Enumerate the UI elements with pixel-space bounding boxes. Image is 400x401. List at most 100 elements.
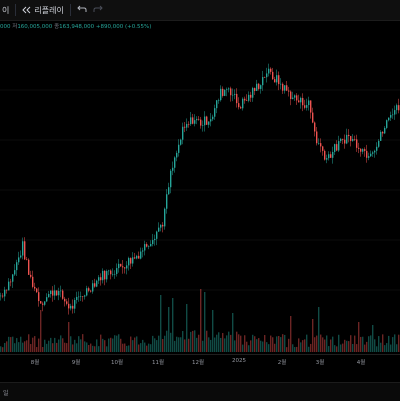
candle-body [270,68,272,72]
bottom-bar: 일 [0,382,400,401]
candle-body [54,290,56,296]
candle-body [292,97,294,99]
candle-body [350,136,352,141]
candle-body [40,301,42,304]
volume-bar [306,334,308,352]
footer-label[interactable]: 일 [3,390,9,397]
volume-bar [42,347,44,352]
candle-body [160,224,162,228]
undo-arrow-icon [77,5,87,12]
candle-body [108,270,110,272]
volume-bar [108,338,110,352]
candle-body [344,139,346,144]
volume-bar [172,298,174,352]
volume-bar [104,340,106,352]
candle-body [82,296,84,297]
legend-low-label: 저 [12,24,18,30]
volume-bar [54,337,56,352]
volume-bar [328,346,330,352]
volume-bar [326,335,328,352]
volume-bar [128,345,130,352]
candle-body [128,258,130,266]
volume-bar [248,345,250,352]
volume-bar [200,289,202,352]
candle-body [140,251,142,259]
candle-body [72,305,74,309]
candle-body [394,110,396,115]
candle-body [314,122,316,132]
candle-body [210,119,212,122]
candle-body [278,75,280,85]
volume-bar [382,334,384,352]
volume-bar [30,344,32,352]
volume-bar [60,335,62,352]
candle-body [4,289,6,297]
candle-body [92,283,94,292]
volume-bar [240,335,242,352]
candle-body [22,241,24,256]
volume-bar [152,335,154,352]
volume-bar [136,336,138,352]
replay-button[interactable]: 리플레이 [22,5,64,16]
candle-body [24,241,26,260]
replay-icon [22,6,31,14]
candle-body [46,297,48,302]
candle-body [68,303,70,309]
candle-body [258,83,260,89]
volume-bar [268,344,270,352]
volume-bar [120,338,122,352]
x-tick-label: 9월 [71,360,81,366]
volume-bar [16,338,18,352]
candle-body [262,77,264,86]
x-tick-label: 3월 [315,360,325,366]
candle-body [218,100,220,101]
candle-body [268,68,270,74]
candle-body [290,91,292,99]
legend-close-value: 163,948,000 [59,24,95,30]
volume-bar [388,335,390,352]
candle-body [342,138,344,140]
volume-bar [100,334,102,352]
candle-body [214,108,216,117]
candle-body [282,83,284,91]
candle-body [254,88,256,91]
candle-body [0,295,2,297]
volume-bar [318,307,320,352]
volume-bar [274,343,276,352]
volume-bar [28,334,30,352]
candle-body [234,93,236,95]
replay-label: 리플레이 [34,5,64,15]
volume-bar [156,340,158,352]
volume-bar [88,345,90,352]
candle-body [104,270,106,280]
candle-body [138,255,140,259]
price-chart[interactable] [0,30,400,354]
undo-button[interactable] [77,5,87,16]
candle-body [162,224,164,227]
volume-bar [2,347,4,352]
candle-body [150,244,152,247]
candle-body [280,83,282,85]
volume-bar [134,337,136,352]
candle-body [366,150,368,158]
volume-bar [352,343,354,352]
candle-body [176,152,178,158]
volume-bar [242,344,244,352]
volume-bar [354,335,356,352]
candle-body [56,290,58,296]
volume-bar [182,331,184,352]
volume-bar [74,339,76,352]
volume-bar [98,346,100,352]
redo-button[interactable] [93,5,103,16]
volume-bar [228,331,230,352]
candle-body [166,194,168,209]
legend-close-label: 종 [54,24,60,30]
volume-bar [372,325,374,352]
toolbar-tail-label[interactable]: 이 [2,5,10,15]
volume-bar [296,346,298,352]
volume-bar [64,342,66,352]
volume-bars [0,289,400,352]
candle-body [60,290,62,292]
volume-bar [262,341,264,352]
volume-bar [76,343,78,352]
